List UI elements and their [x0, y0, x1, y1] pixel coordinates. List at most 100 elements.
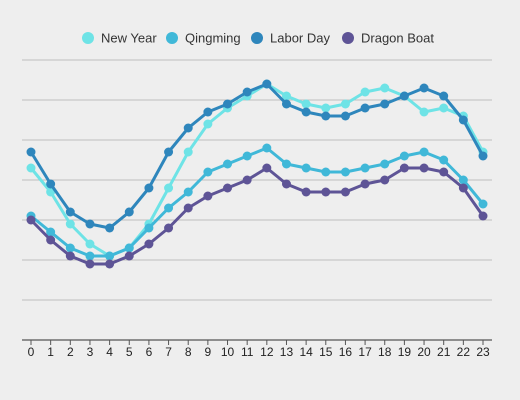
data-point [105, 259, 115, 269]
data-point [340, 167, 350, 177]
x-tick-label: 23 [476, 345, 490, 359]
data-point [105, 223, 115, 233]
data-point [65, 251, 75, 261]
data-point [439, 167, 449, 177]
data-point [281, 91, 291, 101]
legend-label: Dragon Boat [361, 31, 434, 46]
x-tick-label: 20 [417, 345, 431, 359]
x-tick-label: 1 [47, 345, 54, 359]
x-tick-label: 17 [358, 345, 372, 359]
series-line-qingming [29, 146, 485, 258]
data-point [164, 203, 174, 213]
x-tick-label: 3 [87, 345, 94, 359]
data-point [223, 99, 233, 109]
grid [22, 59, 492, 341]
data-point [380, 159, 390, 169]
x-tick-label: 4 [106, 345, 113, 359]
data-point [419, 83, 429, 93]
x-tick-label: 12 [260, 345, 274, 359]
data-point [124, 207, 134, 217]
data-point [301, 187, 311, 197]
data-point [85, 259, 95, 269]
data-point [105, 251, 115, 261]
series-labor-day [26, 79, 488, 233]
data-point [26, 163, 36, 173]
data-point [321, 167, 331, 177]
data-point [340, 99, 350, 109]
data-point [85, 239, 95, 249]
legend-item-qingming: Qingming [166, 31, 241, 46]
data-point [262, 143, 272, 153]
x-tick-label: 13 [280, 345, 294, 359]
data-point [223, 159, 233, 169]
data-point [301, 163, 311, 173]
data-point [183, 203, 193, 213]
data-point [124, 251, 134, 261]
data-point [380, 99, 390, 109]
x-tick-label: 11 [241, 345, 254, 359]
data-point [144, 183, 154, 193]
data-point [419, 107, 429, 117]
data-point [380, 83, 390, 93]
data-point [85, 251, 95, 261]
data-point [203, 167, 213, 177]
x-tick-label: 19 [398, 345, 412, 359]
x-tick-label: 5 [126, 345, 133, 359]
data-point [203, 107, 213, 117]
data-point [183, 123, 193, 133]
legend-marker [342, 32, 354, 44]
data-point [262, 163, 272, 173]
x-tick-label: 15 [319, 345, 333, 359]
legend-label: New Year [101, 31, 157, 46]
legend-item-labor-day: Labor Day [251, 31, 330, 46]
legend-marker [251, 32, 263, 44]
data-point [281, 179, 291, 189]
x-tick-label: 21 [437, 345, 451, 359]
data-point [46, 227, 56, 237]
x-tick-label: 9 [205, 345, 212, 359]
data-point [419, 147, 429, 157]
data-point [262, 79, 272, 89]
data-point [340, 187, 350, 197]
data-point [478, 199, 488, 209]
data-point [65, 243, 75, 253]
data-point [439, 91, 449, 101]
x-tick-label: 2 [67, 345, 74, 359]
legend: New Year Qingming Labor Day Dragon Boat [82, 31, 434, 46]
data-point [85, 219, 95, 229]
series-line-new-year [29, 82, 485, 258]
data-point [242, 87, 252, 97]
x-tick-label: 8 [185, 345, 192, 359]
data-point [321, 103, 331, 113]
data-point [360, 103, 370, 113]
data-point [301, 107, 311, 117]
data-point [360, 163, 370, 173]
data-point [360, 179, 370, 189]
data-point [164, 223, 174, 233]
data-point [203, 119, 213, 129]
series-layer [26, 79, 488, 269]
series-dragon-boat [26, 163, 488, 269]
x-tick-label: 18 [378, 345, 392, 359]
data-point [419, 163, 429, 173]
data-point [458, 115, 468, 125]
x-tick-label: 22 [457, 345, 471, 359]
data-point [203, 191, 213, 201]
data-point [164, 183, 174, 193]
legend-item-dragon-boat: Dragon Boat [342, 31, 434, 46]
legend-item-new-year: New Year [82, 31, 157, 46]
data-point [46, 235, 56, 245]
data-point [65, 207, 75, 217]
data-point [360, 87, 370, 97]
data-point [144, 223, 154, 233]
data-point [124, 243, 134, 253]
data-point [26, 147, 36, 157]
series-new-year [26, 79, 488, 261]
data-point [399, 151, 409, 161]
data-point [478, 211, 488, 221]
data-point [321, 187, 331, 197]
data-point [301, 99, 311, 109]
data-point [26, 215, 36, 225]
